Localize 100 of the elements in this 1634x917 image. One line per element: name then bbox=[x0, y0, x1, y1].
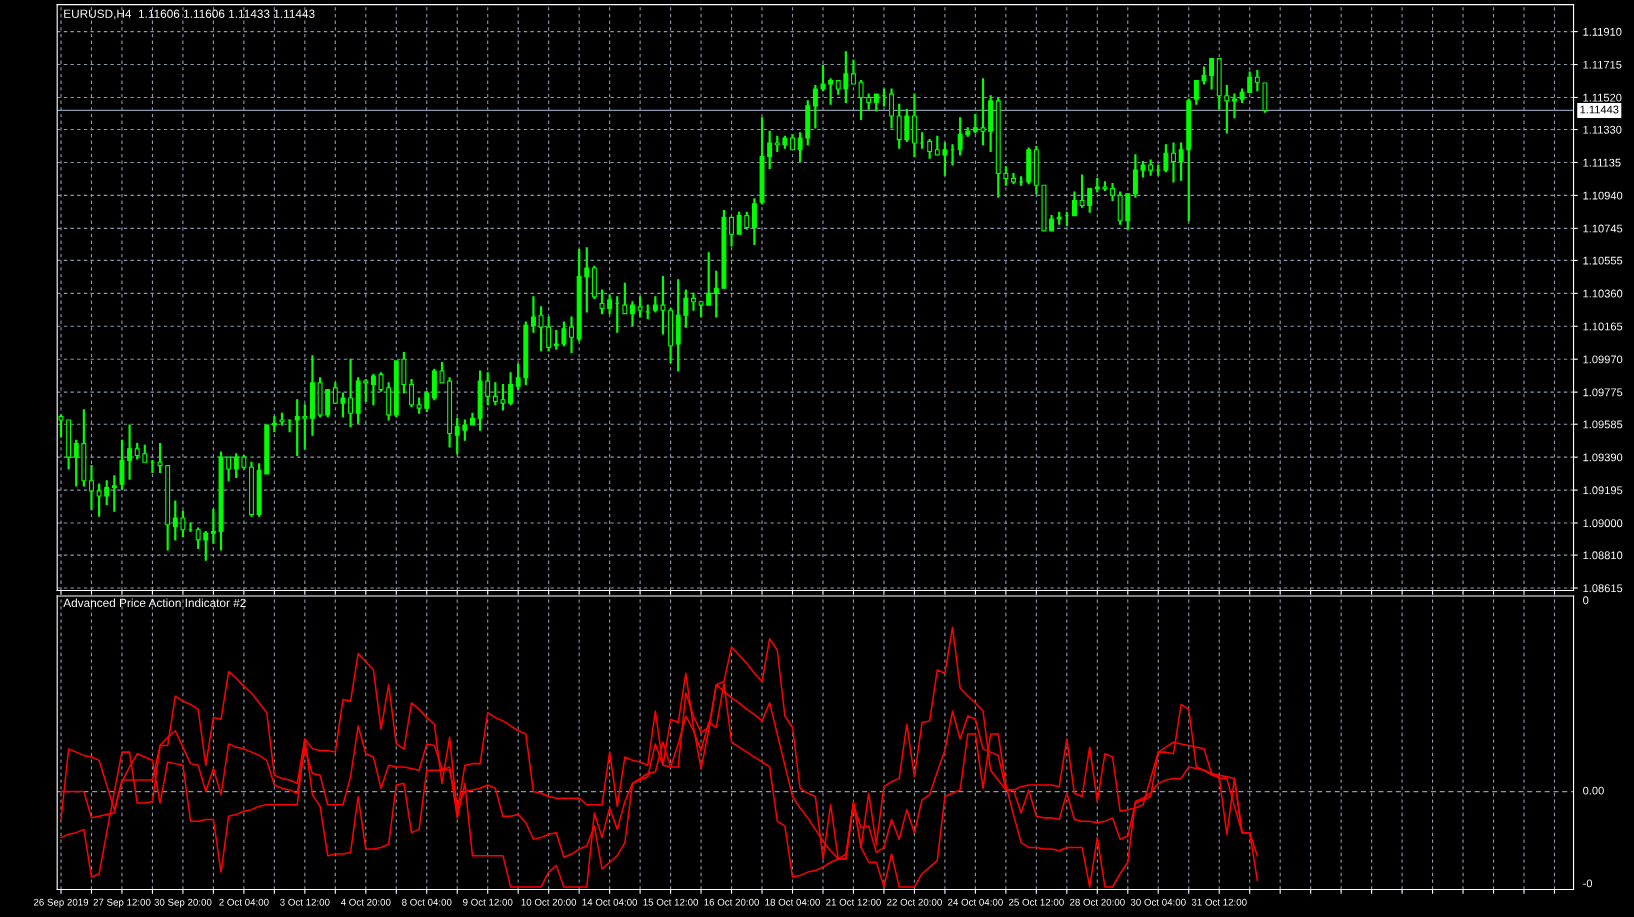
candlestick bbox=[89, 465, 94, 511]
candlestick bbox=[294, 399, 300, 457]
candlestick bbox=[835, 80, 841, 95]
candlestick bbox=[553, 329, 559, 350]
x-tick-label: 24 Oct 04:00 bbox=[948, 898, 1003, 906]
candlestick bbox=[690, 292, 696, 311]
candlestick bbox=[287, 419, 293, 433]
candlestick bbox=[957, 117, 963, 156]
candlestick bbox=[965, 127, 971, 137]
candlestick bbox=[851, 59, 856, 85]
candlestick bbox=[393, 360, 399, 418]
candlestick bbox=[1171, 142, 1176, 183]
candlestick bbox=[1011, 172, 1016, 185]
candlestick bbox=[1209, 58, 1215, 90]
y-tick-label: 1.11715 bbox=[1583, 60, 1622, 69]
candlestick bbox=[934, 135, 940, 156]
candlestick bbox=[416, 397, 422, 414]
candlestick bbox=[1216, 58, 1222, 110]
candlestick bbox=[127, 424, 133, 480]
y-tick-label: 1.11135 bbox=[1583, 158, 1621, 167]
candlestick bbox=[820, 64, 826, 92]
candlestick bbox=[1201, 66, 1207, 85]
candlestick bbox=[683, 289, 689, 328]
x-tick-label: 22 Oct 20:00 bbox=[887, 898, 942, 906]
candlestick bbox=[1193, 80, 1199, 105]
candlestick bbox=[454, 417, 460, 455]
candlestick bbox=[637, 296, 643, 318]
y-tick-label: 1.09195 bbox=[1583, 486, 1623, 495]
candlestick bbox=[828, 78, 834, 105]
candlestick bbox=[111, 475, 117, 512]
candlestick bbox=[1262, 82, 1268, 113]
candlestick bbox=[256, 463, 262, 517]
candlestick bbox=[1079, 174, 1085, 208]
candlestick bbox=[774, 135, 780, 153]
candlestick bbox=[995, 96, 1001, 198]
candlestick bbox=[1148, 159, 1154, 176]
candlestick bbox=[96, 483, 102, 517]
candlestick bbox=[279, 412, 285, 426]
candlestick bbox=[523, 321, 529, 386]
candlestick bbox=[500, 383, 506, 411]
candlestick bbox=[896, 103, 902, 149]
candlestick bbox=[713, 270, 719, 318]
candlestick bbox=[332, 382, 338, 404]
candlestick bbox=[751, 198, 757, 245]
x-tick-label: 21 Oct 12:00 bbox=[826, 898, 881, 906]
y-tick-label: 1.10360 bbox=[1583, 289, 1623, 298]
candlestick bbox=[873, 93, 879, 112]
candlestick bbox=[721, 210, 727, 289]
candlestick bbox=[1117, 191, 1123, 225]
candlestick bbox=[66, 419, 72, 470]
candlestick bbox=[355, 377, 361, 424]
x-tick-label: 15 Oct 12:00 bbox=[643, 898, 699, 906]
x-tick-label: 30 Sep 20:00 bbox=[154, 898, 212, 908]
candlestick bbox=[805, 100, 811, 146]
candlestick bbox=[119, 439, 125, 490]
candlestick bbox=[1231, 93, 1237, 119]
y-tick-label: 1.09585 bbox=[1583, 420, 1623, 429]
chart-title: Advanced Price Action Indicator #2 bbox=[63, 598, 246, 608]
candlestick bbox=[797, 132, 803, 163]
y-tick-label: 1.11910 bbox=[1583, 27, 1622, 36]
candlestick bbox=[249, 461, 254, 517]
candlestick bbox=[546, 316, 552, 352]
candlestick bbox=[439, 362, 445, 384]
candlestick bbox=[485, 372, 491, 406]
candlestick bbox=[431, 368, 437, 401]
candlestick bbox=[317, 377, 323, 418]
candlestick bbox=[1049, 215, 1055, 232]
y-tick-label: 1.09775 bbox=[1583, 388, 1623, 397]
candlestick bbox=[386, 382, 392, 421]
candlestick bbox=[1102, 181, 1108, 191]
candlestick bbox=[348, 358, 354, 428]
candlestick bbox=[1224, 85, 1230, 134]
candlestick bbox=[630, 301, 635, 326]
candlestick bbox=[576, 248, 582, 342]
candlestick bbox=[607, 294, 613, 315]
candlestick bbox=[790, 134, 795, 151]
candlestick bbox=[1254, 69, 1260, 92]
candlestick bbox=[950, 144, 955, 166]
candlestick bbox=[1026, 147, 1032, 185]
candlestick bbox=[515, 363, 521, 391]
x-tick-label: 26 Sep 2019 bbox=[33, 898, 89, 908]
text: 0 bbox=[1583, 596, 1589, 605]
candlestick bbox=[622, 282, 628, 315]
candlestick bbox=[134, 443, 140, 460]
candlestick bbox=[73, 439, 79, 487]
candlestick bbox=[188, 522, 193, 533]
candlestick bbox=[477, 370, 483, 431]
candlestick bbox=[165, 465, 171, 551]
candlestick bbox=[81, 409, 87, 487]
x-tick-label: 27 Sep 12:00 bbox=[93, 898, 151, 908]
y-tick-label: 1.08615 bbox=[1583, 584, 1623, 593]
x-tick-label: 30 Oct 04:00 bbox=[1130, 898, 1186, 906]
candlestick bbox=[660, 275, 666, 335]
x-tick-label: 2 Oct 04:00 bbox=[219, 898, 269, 906]
x-tick-label: 9 Oct 12:00 bbox=[463, 898, 513, 906]
x-tick-label: 16 Oct 20:00 bbox=[704, 898, 759, 906]
candlestick bbox=[142, 444, 148, 463]
candlestick bbox=[226, 456, 232, 482]
candlestick bbox=[1003, 166, 1009, 186]
candlestick bbox=[172, 500, 178, 541]
